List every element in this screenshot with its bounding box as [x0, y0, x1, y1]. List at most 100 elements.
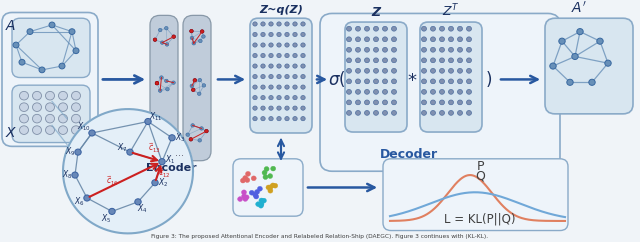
FancyBboxPatch shape [345, 22, 407, 132]
Circle shape [577, 29, 583, 35]
Circle shape [440, 68, 445, 73]
Circle shape [33, 114, 42, 123]
Circle shape [285, 64, 289, 68]
Circle shape [392, 26, 397, 31]
Circle shape [261, 53, 265, 58]
Circle shape [392, 47, 397, 52]
Circle shape [45, 114, 54, 123]
Circle shape [422, 79, 426, 84]
Circle shape [257, 186, 262, 191]
Circle shape [269, 32, 273, 37]
FancyBboxPatch shape [320, 14, 560, 171]
FancyBboxPatch shape [420, 22, 482, 132]
Circle shape [13, 42, 19, 48]
Circle shape [374, 58, 378, 63]
Circle shape [190, 36, 194, 40]
Circle shape [346, 111, 351, 115]
Circle shape [467, 68, 472, 73]
Circle shape [285, 75, 289, 79]
Circle shape [277, 96, 281, 100]
Circle shape [431, 68, 435, 73]
Circle shape [271, 166, 276, 171]
FancyBboxPatch shape [150, 15, 178, 161]
Text: $X_7$: $X_7$ [116, 141, 127, 154]
Circle shape [261, 64, 265, 68]
Circle shape [285, 106, 289, 110]
Circle shape [365, 68, 369, 73]
Circle shape [189, 29, 193, 33]
Circle shape [467, 58, 472, 63]
Text: $\sigma($: $\sigma($ [328, 69, 346, 90]
Circle shape [33, 91, 42, 100]
Circle shape [293, 43, 297, 47]
Circle shape [383, 58, 387, 63]
Circle shape [301, 85, 305, 89]
Circle shape [168, 124, 171, 127]
Circle shape [440, 47, 445, 52]
Circle shape [440, 58, 445, 63]
Circle shape [277, 75, 281, 79]
Circle shape [374, 111, 378, 115]
Circle shape [154, 129, 157, 132]
Text: $X_8$: $X_8$ [61, 169, 72, 181]
Circle shape [355, 68, 360, 73]
Circle shape [596, 38, 604, 44]
Circle shape [58, 91, 67, 100]
Circle shape [301, 117, 305, 121]
Circle shape [458, 68, 463, 73]
Circle shape [72, 103, 81, 112]
Circle shape [161, 41, 164, 44]
Circle shape [449, 47, 454, 52]
Text: L = KL(P||Q): L = KL(P||Q) [444, 213, 516, 226]
Circle shape [285, 43, 289, 47]
Text: $Z^T$: $Z^T$ [442, 3, 460, 19]
Circle shape [277, 32, 281, 37]
Circle shape [572, 53, 578, 60]
Circle shape [467, 26, 472, 31]
Circle shape [164, 26, 168, 30]
Circle shape [193, 79, 196, 82]
Circle shape [567, 79, 573, 85]
Circle shape [253, 96, 257, 100]
Circle shape [301, 22, 305, 26]
Circle shape [158, 89, 162, 92]
Circle shape [259, 203, 264, 208]
Circle shape [198, 78, 202, 82]
Text: $X_9$: $X_9$ [65, 146, 76, 158]
FancyBboxPatch shape [233, 159, 303, 216]
Circle shape [261, 32, 265, 37]
Circle shape [72, 126, 81, 134]
Circle shape [374, 47, 378, 52]
Circle shape [266, 185, 271, 190]
Circle shape [172, 81, 175, 84]
Circle shape [449, 90, 454, 94]
Circle shape [589, 79, 595, 85]
Circle shape [365, 37, 369, 42]
Circle shape [172, 35, 175, 38]
Circle shape [392, 58, 397, 63]
Circle shape [197, 92, 201, 96]
Text: Z: Z [371, 6, 381, 19]
Circle shape [261, 22, 265, 26]
Circle shape [159, 159, 165, 165]
Text: $X_6$: $X_6$ [74, 196, 84, 208]
Circle shape [383, 68, 387, 73]
Circle shape [374, 90, 378, 94]
Circle shape [277, 64, 281, 68]
Circle shape [431, 100, 435, 105]
Circle shape [301, 106, 305, 110]
Circle shape [301, 75, 305, 79]
Circle shape [431, 58, 435, 63]
Circle shape [193, 79, 196, 82]
Circle shape [169, 135, 175, 141]
Circle shape [449, 79, 454, 84]
Text: $\vec{c}_{13}$: $\vec{c}_{13}$ [148, 141, 161, 155]
Text: $*$: $*$ [407, 70, 417, 88]
Circle shape [259, 202, 264, 206]
Circle shape [467, 111, 472, 115]
Text: Encoder: Encoder [146, 163, 196, 173]
Circle shape [268, 174, 273, 178]
Circle shape [243, 197, 248, 201]
Circle shape [255, 202, 260, 206]
Circle shape [449, 37, 454, 42]
